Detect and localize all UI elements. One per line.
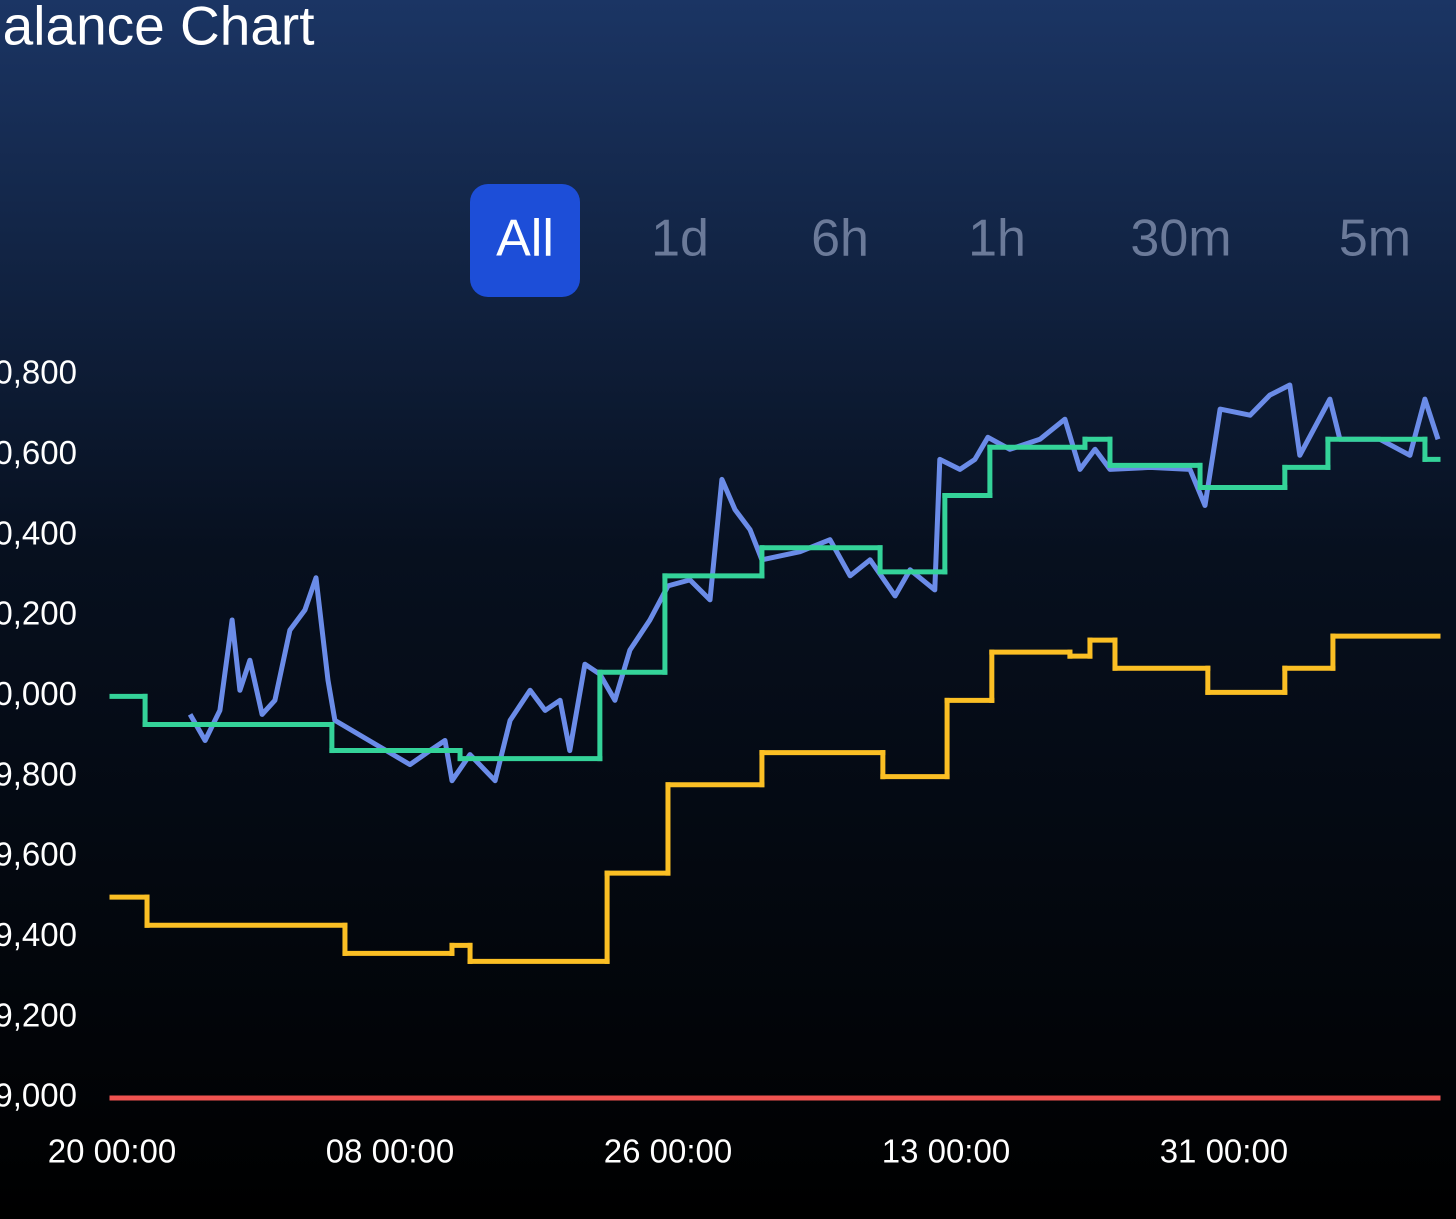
series — [109, 633, 1441, 964]
x-tick-label: 31 00:00 — [1160, 1133, 1288, 1170]
range-button-label: 1d — [651, 210, 709, 268]
title: Balance Chart — [0, 0, 315, 57]
range-button-label: All — [496, 210, 554, 268]
range-button-bg — [470, 184, 580, 297]
series — [109, 436, 1441, 762]
y-tick-label: 10,400 — [0, 514, 77, 551]
range-button-label: 1h — [968, 210, 1026, 268]
range-controls: All 1d 6h 1h 30m 5m — [470, 184, 1411, 297]
y-tick-label: 9,400 — [0, 916, 77, 953]
range-button[interactable]: 30m — [1130, 210, 1231, 268]
y-tick-label: 10,600 — [0, 434, 77, 471]
x-tick-label: 20 00:00 — [48, 1133, 176, 1170]
range-button[interactable]: 1h — [968, 210, 1026, 268]
range-button-label: 6h — [811, 210, 869, 268]
range-button[interactable]: 5m — [1339, 210, 1411, 268]
range-button-label: 5m — [1339, 210, 1411, 268]
series-line — [187, 382, 1441, 784]
y-tick-label: 10,200 — [0, 595, 77, 632]
plot: 9,000 9,200 9,400 9,600 9,800 10,000 10,200 10,… — [0, 354, 1441, 1170]
y-tick-label: 9,800 — [0, 755, 77, 792]
range-button[interactable]: 1d — [651, 210, 709, 268]
series — [187, 382, 1441, 784]
y-tick-label: 9,200 — [0, 996, 77, 1033]
range-button-label: 30m — [1130, 210, 1231, 268]
x-tick-label: 13 00:00 — [882, 1133, 1010, 1170]
y-tick-label: 9,000 — [0, 1077, 77, 1114]
y-tick-label: 10,800 — [0, 354, 77, 391]
y-tick-label: 10,000 — [0, 675, 77, 712]
range-button[interactable]: 6h — [811, 210, 869, 268]
range-button[interactable]: All — [470, 184, 580, 297]
x-tick-label: 26 00:00 — [604, 1133, 732, 1170]
y-tick-label: 9,600 — [0, 836, 77, 873]
x-tick-label: 08 00:00 — [326, 1133, 454, 1170]
